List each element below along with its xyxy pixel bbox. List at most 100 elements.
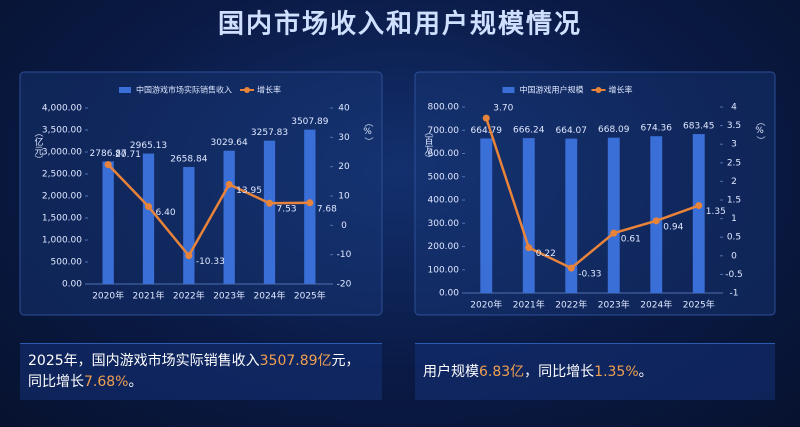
x-tick-label: 2022年 — [555, 299, 587, 311]
x-tick-label: 2021年 — [513, 299, 545, 311]
y2-tick-label: 10 — [338, 192, 350, 202]
y2-tick-label: 2.5 — [727, 158, 741, 168]
line — [107, 163, 310, 258]
line-value-label: -10.33 — [196, 257, 225, 267]
y2-axis-label: （%） — [755, 117, 766, 145]
line-point — [652, 217, 660, 225]
legend-label: 中国游戏市场实际销售收入 — [136, 85, 232, 95]
y-tick-label: 0.00 — [62, 280, 82, 290]
y-tick-label: 300.00 — [428, 219, 460, 229]
line-value-label: 3.70 — [493, 104, 513, 114]
x-tick-label: 2020年 — [470, 299, 502, 311]
page-title: 国内市场收入和用户规模情况 — [218, 9, 582, 40]
bar — [142, 153, 155, 284]
y-tick-label: 4,000.00 — [42, 104, 82, 114]
caption: 2025年，国内游戏市场实际销售收入3507.89亿元，同比增长7.68%。 — [20, 343, 382, 400]
line-point — [145, 203, 152, 211]
bar — [522, 138, 535, 293]
y-tick-label: 200.00 — [428, 242, 460, 252]
y2-tick-label: 1.5 — [727, 196, 741, 206]
line — [485, 117, 700, 270]
caption-segment: 用户规模 — [423, 363, 479, 380]
y2-axis-label: （%） — [363, 118, 374, 146]
caption-text: 2025年，国内游戏市场实际销售收入3507.89亿元，同比增长7.68%。 — [28, 351, 368, 393]
y-tick-label: 600.00 — [428, 149, 460, 159]
line-point — [525, 244, 533, 252]
line-value-label: 1.35 — [706, 207, 726, 217]
y-tick-label: 500.00 — [51, 258, 83, 268]
bar-value-label: 2965.13 — [130, 141, 167, 151]
x-tick-label: 2020年 — [92, 290, 124, 302]
bar-value-label: 3507.89 — [291, 117, 328, 127]
panel — [414, 71, 776, 316]
y2-tick-label: 3.5 — [727, 121, 741, 131]
y2-tick-label: 40 — [338, 104, 350, 114]
line-value-label: 13.95 — [236, 186, 262, 196]
legend-label: 中国游戏用户规模 — [520, 85, 584, 95]
y-tick-label: 0.00 — [439, 289, 459, 299]
legend-swatch — [119, 87, 131, 93]
bar-value-label: 674.36 — [641, 124, 673, 134]
x-tick-label: 2023年 — [213, 290, 245, 302]
line-point — [185, 252, 193, 260]
highlight-text: 7.68% — [84, 374, 129, 390]
x-tick-label: 2024年 — [254, 290, 286, 302]
legend-label: 增长率 — [609, 85, 633, 95]
bar-value-label: 2786.87 — [90, 149, 127, 159]
bar — [183, 167, 195, 284]
x-tick-label: 2024年 — [640, 299, 672, 311]
line-point — [225, 180, 233, 188]
legend-swatch — [595, 87, 602, 93]
line-point — [567, 264, 575, 272]
highlight-text: 3507.89亿 — [259, 353, 332, 369]
y2-tick-label: 0.5 — [727, 233, 741, 243]
y-tick-label: 700.00 — [428, 126, 460, 136]
y-tick-label: 3,000.00 — [42, 148, 82, 158]
bar — [692, 134, 705, 293]
y2-tick-label: 1 — [731, 214, 737, 224]
y-tick-label: 500.00 — [428, 172, 460, 182]
y2-tick-label: -20 — [337, 280, 352, 290]
line-point — [482, 114, 490, 122]
y2-tick-label: 20 — [338, 162, 350, 172]
x-tick-label: 2021年 — [133, 290, 165, 302]
y2-tick-label: 0 — [731, 251, 737, 261]
bar — [650, 136, 663, 293]
legend-swatch — [244, 87, 250, 93]
bar — [223, 150, 235, 284]
caption-text: 用户规模6.83亿，同比增长1.35%。 — [423, 362, 653, 383]
bar — [565, 138, 578, 293]
y-tick-label: 2,500.00 — [42, 170, 82, 180]
highlight-text: 6.83亿 — [479, 363, 525, 380]
y-tick-label: 800.00 — [428, 103, 460, 113]
y-tick-label: 400.00 — [428, 196, 460, 206]
line-value-label: 20.71 — [115, 150, 141, 160]
bar-value-label: 666.24 — [513, 126, 545, 136]
caption: 用户规模6.83亿，同比增长1.35%。 — [415, 343, 775, 400]
y-tick-label: 3,500.00 — [42, 126, 82, 136]
caption-segment: 。 — [638, 363, 653, 380]
bar-value-label: 664.79 — [471, 126, 503, 136]
line-value-label: 7.53 — [277, 205, 297, 215]
y2-tick-label: 4 — [731, 103, 737, 113]
bar — [263, 140, 276, 284]
line-value-label: -0.33 — [578, 270, 601, 280]
bar-value-label: 3029.64 — [211, 138, 248, 148]
caption-segment: 2025年，国内游戏市场实际销售收入 — [28, 353, 260, 369]
bar-value-label: 668.09 — [598, 125, 630, 135]
y-tick-label: 1,500.00 — [42, 214, 82, 224]
line-value-label: 6.40 — [156, 208, 176, 218]
y2-tick-label: 0 — [341, 221, 347, 231]
line-point — [695, 202, 703, 210]
y2-tick-label: -1 — [730, 289, 739, 299]
x-tick-label: 2022年 — [173, 290, 205, 302]
line-point — [104, 161, 112, 169]
caption-segment: ，同比增长 — [524, 363, 595, 380]
legend-label: 增长率 — [257, 85, 281, 95]
y-tick-label: 1,000.00 — [42, 236, 82, 246]
y2-tick-label: -10 — [337, 250, 352, 260]
bar-value-label: 3257.83 — [251, 128, 288, 138]
line-value-label: 0.22 — [536, 249, 556, 259]
